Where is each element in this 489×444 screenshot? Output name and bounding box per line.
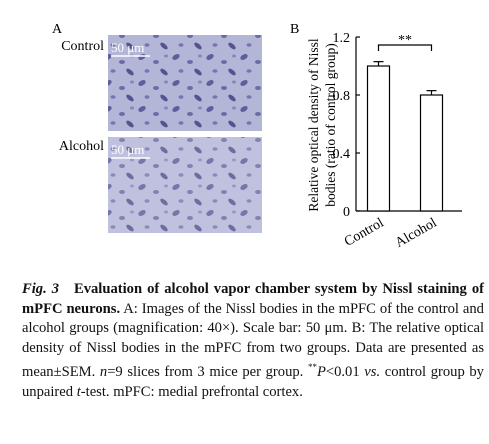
caption-text: Fig. 3	[22, 281, 60, 297]
row-label: Alcohol	[59, 139, 104, 154]
caption-text: vs.	[364, 364, 381, 381]
x-tick-label: Alcohol	[393, 215, 440, 251]
x-tick-label: Control	[342, 215, 387, 249]
bar	[366, 65, 391, 212]
caption-text: **	[307, 362, 317, 373]
caption-text: P	[316, 364, 326, 381]
figure: A Control Alcohol 50 μm 50 μm B 0 0.4 0.8 1…	[52, 22, 462, 251]
scale-bar-label: 50 μm	[111, 142, 144, 157]
caption-text: control group by unpaired	[22, 364, 484, 400]
y-tick-label: 0.4	[333, 147, 351, 162]
bar	[419, 94, 444, 212]
caption-text: <0.01	[325, 364, 365, 381]
y-tick-label: 0	[343, 205, 350, 220]
significance-label: **	[398, 33, 412, 48]
panel-label: A	[52, 22, 63, 37]
caption-text: t	[76, 383, 81, 400]
significance-bracket	[377, 44, 433, 51]
y-tick-label: 0.8	[333, 89, 351, 104]
y-axis-label: bodies (ratio of control group)	[323, 43, 338, 206]
scale-bar-label: 50 μm	[111, 40, 144, 55]
y-axis-label: Relative optical density of Nissl	[306, 38, 321, 211]
y-tick-label: 1.2	[333, 31, 351, 46]
caption-text: n	[99, 364, 108, 381]
caption-text: -test. mPFC: medial prefrontal cortex.	[80, 383, 303, 400]
caption: Fig. 3 Evaluation of alcohol vapor chamb…	[22, 280, 484, 402]
caption-text: Evaluation of alcohol vapor chamber syst…	[22, 281, 484, 317]
panel-label: B	[290, 22, 299, 37]
caption-text: A: Images of the Nissl bodies in the mPF…	[22, 300, 484, 381]
micrograph	[108, 137, 262, 233]
row-label: Control	[61, 39, 104, 54]
caption-text: =9 slices from 3 mice per group.	[107, 364, 308, 381]
micrograph	[108, 35, 262, 131]
